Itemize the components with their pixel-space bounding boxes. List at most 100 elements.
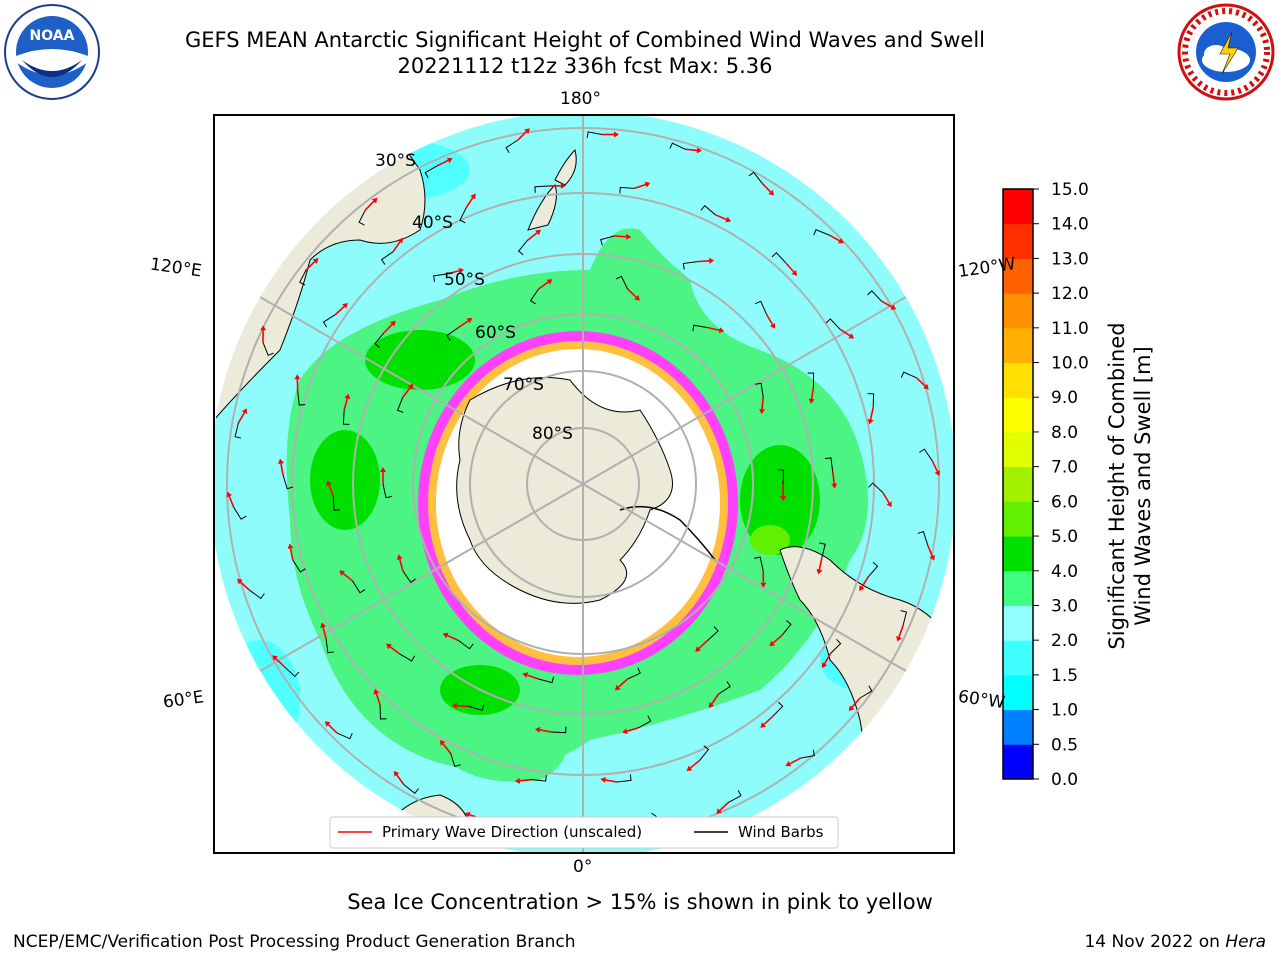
wind-barb bbox=[299, 269, 307, 286]
wave-arrow bbox=[289, 548, 294, 561]
colorbar-tick-label: 8.0 bbox=[1051, 423, 1078, 443]
wave-arrow bbox=[707, 326, 720, 332]
wave-arrow-head bbox=[816, 569, 823, 575]
wave-arrow-head bbox=[696, 147, 702, 154]
colorbar-swatch bbox=[1003, 293, 1033, 329]
wind-barb bbox=[249, 589, 265, 600]
colorbar-swatch bbox=[1003, 431, 1033, 468]
wave-arrow-head bbox=[524, 128, 530, 134]
wave-arrow-head bbox=[390, 320, 396, 327]
wave-arrow-head bbox=[929, 554, 935, 561]
wave-arrow-head bbox=[769, 640, 776, 647]
colorbar-swatch bbox=[1003, 605, 1033, 641]
wave-arrow-head bbox=[785, 761, 792, 767]
wind-barb bbox=[468, 704, 485, 711]
barb-legend-label: Wind Barbs bbox=[738, 823, 824, 841]
wave-arrow-head bbox=[446, 157, 453, 164]
wave-arrow-head bbox=[464, 811, 471, 818]
wave-arrow-head bbox=[644, 181, 651, 188]
wave-arrow bbox=[465, 197, 474, 209]
wave-arrow bbox=[538, 281, 549, 290]
wind-barb bbox=[917, 530, 929, 546]
wind-barb bbox=[692, 324, 708, 332]
colorbar-swatch bbox=[1003, 223, 1033, 259]
wave-arrow bbox=[389, 646, 401, 655]
wind-barb bbox=[292, 559, 306, 573]
colorbar-tick-label: 6.0 bbox=[1051, 492, 1078, 512]
colorbar-tick-label: 4.0 bbox=[1051, 562, 1078, 582]
wave-arrow-head bbox=[324, 721, 331, 727]
wave-arrow-head bbox=[535, 229, 541, 236]
colorbar-tick-label: 1.5 bbox=[1051, 666, 1078, 686]
wave-arrow-head bbox=[451, 702, 457, 709]
wind-barb bbox=[531, 775, 547, 782]
wave-arrow bbox=[818, 557, 823, 570]
wind-barb bbox=[380, 251, 394, 265]
wave-arrow bbox=[715, 214, 727, 221]
wave-arrow bbox=[539, 729, 552, 733]
wave-arrow-head bbox=[626, 233, 632, 240]
wave-arrow bbox=[614, 235, 627, 238]
colorbar-tick-label: 7.0 bbox=[1051, 458, 1078, 478]
wave-arrow-head bbox=[236, 578, 243, 585]
wave-arrow-head bbox=[396, 554, 403, 560]
wind-barb bbox=[424, 165, 438, 179]
wind-barb bbox=[754, 556, 764, 571]
wave-arrow bbox=[527, 232, 538, 241]
wave-arrow bbox=[322, 627, 327, 640]
wave-arrow bbox=[392, 241, 401, 253]
wind-barb bbox=[450, 753, 461, 768]
colorbar-swatch bbox=[1003, 189, 1033, 225]
wave-arrow-head bbox=[831, 483, 838, 489]
colorbar-tick-label: 2.0 bbox=[1051, 631, 1078, 651]
wind-barb bbox=[374, 332, 385, 348]
wave-arrow-head bbox=[320, 622, 327, 628]
wave-arrow bbox=[305, 260, 316, 271]
lon-label-180: 180° bbox=[560, 89, 601, 109]
svg-text:NOAA: NOAA bbox=[30, 28, 75, 44]
wave-arrow bbox=[275, 658, 286, 668]
wave-arrow-head bbox=[923, 383, 929, 390]
wave-arrow-head bbox=[373, 688, 380, 695]
wave-arrow-head bbox=[560, 182, 566, 189]
wind-barb bbox=[517, 239, 528, 256]
wind-barb bbox=[859, 685, 873, 699]
wind-barb bbox=[379, 704, 387, 720]
wind-barb bbox=[700, 205, 716, 216]
wind-barb bbox=[819, 542, 826, 559]
colorbar: 0.0 0.5 1.0 1.5 2.0 3.0 4.0 5.0 6.0 7.0 8.0 9.0 10.0… bbox=[1002, 180, 1089, 790]
chart-subtitle: 20221112 t12z 336h fcst Max: 5.36 bbox=[397, 54, 773, 78]
wave-arrow bbox=[697, 260, 710, 263]
wind-barb bbox=[433, 273, 448, 282]
wind-barb bbox=[699, 745, 710, 761]
wave-arrow-head bbox=[718, 327, 725, 334]
wind-barb bbox=[781, 620, 792, 636]
map-frame bbox=[213, 114, 955, 854]
wave-arrow bbox=[839, 328, 851, 337]
wave-arrow-head bbox=[622, 728, 628, 735]
wave-arrow bbox=[828, 234, 840, 242]
wind-barb bbox=[617, 774, 632, 783]
colorbar-tick-label: 3.0 bbox=[1051, 596, 1078, 616]
wave-arrow-head bbox=[600, 776, 606, 783]
wave-arrow-head bbox=[386, 643, 392, 650]
wave-arrow bbox=[931, 460, 939, 472]
wave-arrow bbox=[334, 305, 345, 316]
wind-barb bbox=[619, 186, 635, 194]
colorbar-swatch bbox=[1003, 362, 1033, 398]
wind-barb bbox=[707, 626, 719, 641]
wind-barb bbox=[282, 475, 294, 490]
wave-arrow-head bbox=[241, 408, 247, 415]
wind-barb bbox=[669, 142, 686, 150]
wave-arrow bbox=[898, 625, 904, 638]
wave-arrow-head bbox=[725, 216, 732, 223]
wind-barb bbox=[233, 507, 247, 520]
wave-arrow-head bbox=[708, 702, 715, 709]
wind-barb bbox=[627, 667, 641, 680]
wave-arrow-head bbox=[287, 543, 294, 549]
wave-arrow-head bbox=[393, 770, 400, 777]
colorbar-tick-label: 10.0 bbox=[1051, 354, 1089, 374]
colorbar-swatch bbox=[1003, 536, 1033, 572]
wave-arrow bbox=[789, 757, 801, 765]
